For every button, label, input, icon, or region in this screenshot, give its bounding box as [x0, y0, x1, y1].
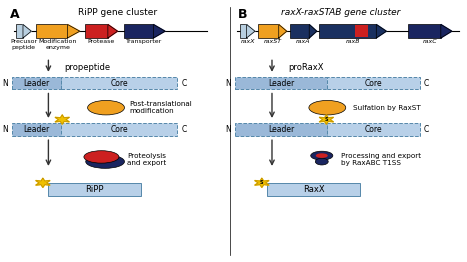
Text: proRaxX: proRaxX — [288, 63, 324, 72]
Text: Precusor
peptide: Precusor peptide — [10, 39, 37, 50]
FancyBboxPatch shape — [85, 24, 108, 38]
Text: Core: Core — [111, 79, 128, 88]
Text: raxX-raxSTAB gene cluster: raxX-raxSTAB gene cluster — [282, 8, 401, 17]
Text: raxST: raxST — [263, 39, 282, 44]
Polygon shape — [154, 24, 165, 38]
Polygon shape — [279, 24, 287, 38]
FancyBboxPatch shape — [235, 77, 327, 89]
Text: N: N — [226, 79, 232, 88]
Text: Core: Core — [365, 79, 382, 88]
Text: C: C — [423, 125, 428, 134]
FancyBboxPatch shape — [327, 77, 419, 89]
Text: C: C — [181, 79, 186, 88]
Text: Proteolysis
and export: Proteolysis and export — [127, 153, 166, 166]
Text: N: N — [2, 125, 8, 134]
Text: C: C — [181, 125, 186, 134]
Text: propeptide: propeptide — [64, 63, 111, 72]
Text: Leader: Leader — [23, 79, 50, 88]
Text: C: C — [423, 79, 428, 88]
FancyBboxPatch shape — [290, 24, 309, 38]
Polygon shape — [309, 24, 317, 38]
FancyBboxPatch shape — [235, 123, 327, 136]
Ellipse shape — [88, 100, 125, 115]
Text: raxA: raxA — [296, 39, 311, 44]
Text: Core: Core — [365, 125, 382, 134]
Polygon shape — [441, 24, 452, 38]
FancyBboxPatch shape — [61, 77, 177, 89]
FancyBboxPatch shape — [12, 77, 61, 89]
Polygon shape — [247, 24, 255, 38]
Text: Sulfation by RaxST: Sulfation by RaxST — [353, 105, 420, 111]
Text: S: S — [325, 117, 328, 122]
FancyBboxPatch shape — [61, 123, 177, 136]
Text: Protease: Protease — [88, 39, 115, 44]
FancyBboxPatch shape — [319, 24, 376, 38]
Text: raxC: raxC — [422, 39, 437, 44]
FancyBboxPatch shape — [36, 24, 68, 38]
FancyBboxPatch shape — [355, 25, 368, 37]
Polygon shape — [255, 178, 269, 188]
Text: raxX: raxX — [241, 39, 255, 44]
Text: Modification
enzyme: Modification enzyme — [38, 39, 77, 50]
Text: Leader: Leader — [268, 125, 294, 134]
Ellipse shape — [86, 155, 125, 168]
Text: N: N — [2, 79, 8, 88]
Polygon shape — [55, 115, 70, 124]
FancyBboxPatch shape — [16, 24, 23, 38]
Polygon shape — [319, 115, 333, 124]
Polygon shape — [35, 178, 50, 188]
Text: A: A — [10, 8, 20, 21]
Polygon shape — [108, 24, 118, 38]
Text: Processing and export
by RaxABC T1SS: Processing and export by RaxABC T1SS — [341, 153, 421, 166]
FancyBboxPatch shape — [240, 24, 247, 38]
FancyBboxPatch shape — [49, 183, 141, 195]
Text: Transporter: Transporter — [126, 39, 163, 44]
Text: B: B — [237, 8, 247, 21]
Polygon shape — [376, 24, 386, 38]
Ellipse shape — [311, 151, 333, 160]
Text: N: N — [226, 125, 232, 134]
Text: raxB: raxB — [346, 39, 360, 44]
FancyBboxPatch shape — [268, 183, 360, 195]
FancyBboxPatch shape — [408, 24, 441, 38]
Text: RiPP gene cluster: RiPP gene cluster — [78, 8, 157, 17]
FancyBboxPatch shape — [124, 24, 154, 38]
Text: Core: Core — [111, 125, 128, 134]
Text: S: S — [260, 180, 263, 185]
Polygon shape — [68, 24, 80, 38]
Ellipse shape — [84, 151, 119, 163]
Ellipse shape — [309, 100, 346, 115]
Text: RiPP: RiPP — [85, 185, 104, 194]
Ellipse shape — [316, 153, 328, 158]
Polygon shape — [23, 24, 31, 38]
Text: Leader: Leader — [268, 79, 294, 88]
FancyBboxPatch shape — [258, 24, 279, 38]
Text: Post-translational
modification: Post-translational modification — [129, 101, 192, 114]
Text: RaxX: RaxX — [303, 185, 324, 194]
Text: Leader: Leader — [23, 125, 50, 134]
FancyBboxPatch shape — [327, 123, 419, 136]
FancyBboxPatch shape — [12, 123, 61, 136]
Ellipse shape — [315, 158, 328, 165]
